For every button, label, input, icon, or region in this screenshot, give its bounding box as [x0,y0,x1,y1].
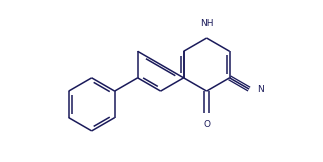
Text: O: O [203,120,210,129]
Text: N: N [257,85,264,94]
Text: NH: NH [200,19,214,28]
